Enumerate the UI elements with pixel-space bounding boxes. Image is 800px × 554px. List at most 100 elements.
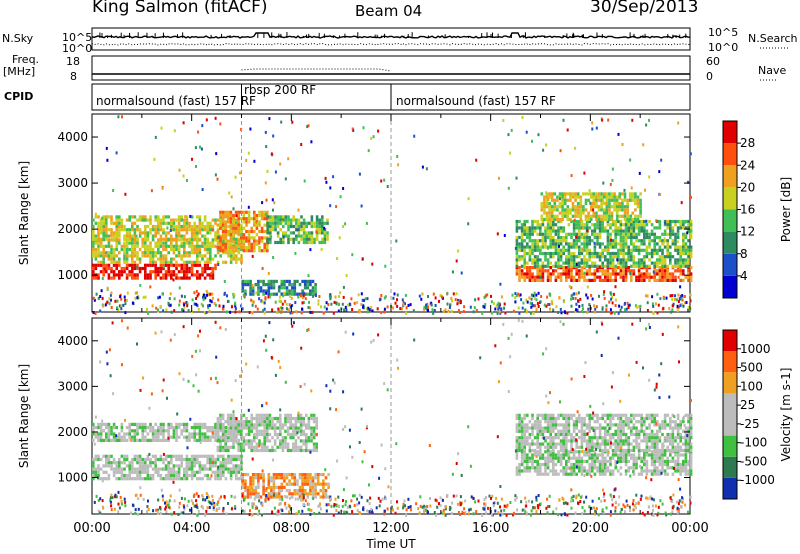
power-cell xyxy=(557,255,560,259)
power-cell xyxy=(528,278,532,282)
power-cell xyxy=(584,214,588,218)
power-cell xyxy=(133,254,137,258)
power-cell xyxy=(92,254,95,258)
power-cell xyxy=(196,244,199,248)
power-cell xyxy=(120,224,124,229)
velocity-cell xyxy=(294,442,298,446)
power-cell xyxy=(162,241,165,245)
power-cell xyxy=(263,210,266,214)
velocity-cell xyxy=(188,467,191,471)
power-cell xyxy=(582,192,585,196)
power-cell xyxy=(259,286,263,290)
velocity-cell xyxy=(661,463,664,467)
velocity-cell xyxy=(283,473,286,477)
velocity-cell xyxy=(303,489,307,493)
velocity-cell xyxy=(209,429,212,433)
power-noise xyxy=(214,303,217,307)
power-noise xyxy=(627,306,630,309)
power-cell xyxy=(198,228,202,232)
power-noise xyxy=(451,270,454,274)
power-cell xyxy=(643,248,646,252)
velocity-cell xyxy=(227,445,230,449)
power-cell xyxy=(151,228,155,232)
power-cell xyxy=(548,208,551,212)
power-cell xyxy=(209,244,212,248)
velocity-cell xyxy=(107,461,111,465)
power-cell xyxy=(308,221,311,225)
power-cell xyxy=(209,276,212,280)
power-noise xyxy=(124,298,127,302)
power-noise xyxy=(97,296,100,300)
power-cell xyxy=(650,261,654,265)
power-cell xyxy=(572,275,576,279)
velocity-cell xyxy=(307,420,311,424)
velocity-cell xyxy=(554,472,558,476)
velocity-cell xyxy=(299,432,303,437)
power-cell xyxy=(640,275,643,279)
power-noise xyxy=(483,296,486,299)
power-cell xyxy=(110,276,113,280)
power-cell xyxy=(520,229,524,233)
power-cell xyxy=(606,242,610,246)
power-cell xyxy=(136,263,139,267)
velocity-cell xyxy=(609,472,612,476)
power-cell xyxy=(520,275,524,279)
power-cell xyxy=(99,231,103,235)
power-cell xyxy=(561,198,564,202)
power-cell xyxy=(567,272,571,276)
power-cell xyxy=(580,242,584,246)
power-cell xyxy=(311,279,315,283)
power-noise xyxy=(227,300,230,303)
power-noise xyxy=(634,304,637,308)
power-noise xyxy=(301,296,304,300)
velocity-cell xyxy=(281,448,285,453)
velocity-cell xyxy=(580,469,584,473)
velocity-cell xyxy=(312,413,316,417)
velocity-cell xyxy=(268,448,272,453)
power-cell xyxy=(221,249,225,253)
nsearch-line xyxy=(91,42,691,46)
power-cell xyxy=(609,245,612,249)
power-noise xyxy=(503,306,506,310)
velocity-cell xyxy=(284,420,287,424)
power-noise xyxy=(456,302,459,306)
velocity-cell xyxy=(311,489,315,493)
velocity-cell xyxy=(164,467,168,471)
power-noise xyxy=(645,294,647,298)
power-cell xyxy=(574,195,577,199)
power-cell xyxy=(229,220,233,224)
power-cell xyxy=(604,229,607,233)
power-noise xyxy=(281,302,284,306)
velocity-cell xyxy=(266,416,269,421)
velocity-cell xyxy=(286,426,290,430)
velocity-cell xyxy=(271,436,274,440)
power-noise xyxy=(307,124,310,128)
velocity-cell xyxy=(557,456,560,460)
power-noise xyxy=(300,311,303,315)
power-cell xyxy=(164,244,168,248)
velocity-cell xyxy=(578,453,581,457)
power-noise xyxy=(270,235,273,239)
power-cell xyxy=(613,201,616,206)
power-cell xyxy=(666,255,669,259)
power-cell xyxy=(193,231,196,235)
velocity-cell xyxy=(263,429,266,433)
power-cell xyxy=(313,237,316,241)
power-cell xyxy=(679,255,682,259)
power-cell xyxy=(292,215,295,219)
power-cell xyxy=(650,251,654,256)
power-cell xyxy=(558,211,562,215)
velocity-cell xyxy=(211,464,215,468)
velocity-cell xyxy=(115,438,118,442)
power-cell xyxy=(198,260,202,264)
power-cell xyxy=(588,219,591,224)
power-cell xyxy=(237,242,240,246)
power-cell xyxy=(596,269,599,273)
velocity-cell xyxy=(229,467,233,471)
power-cell xyxy=(663,261,667,265)
power-cell xyxy=(648,232,651,236)
power-cell xyxy=(558,201,562,206)
power-cell xyxy=(663,264,667,268)
power-cell xyxy=(669,258,672,262)
velocity-cell xyxy=(253,448,256,453)
